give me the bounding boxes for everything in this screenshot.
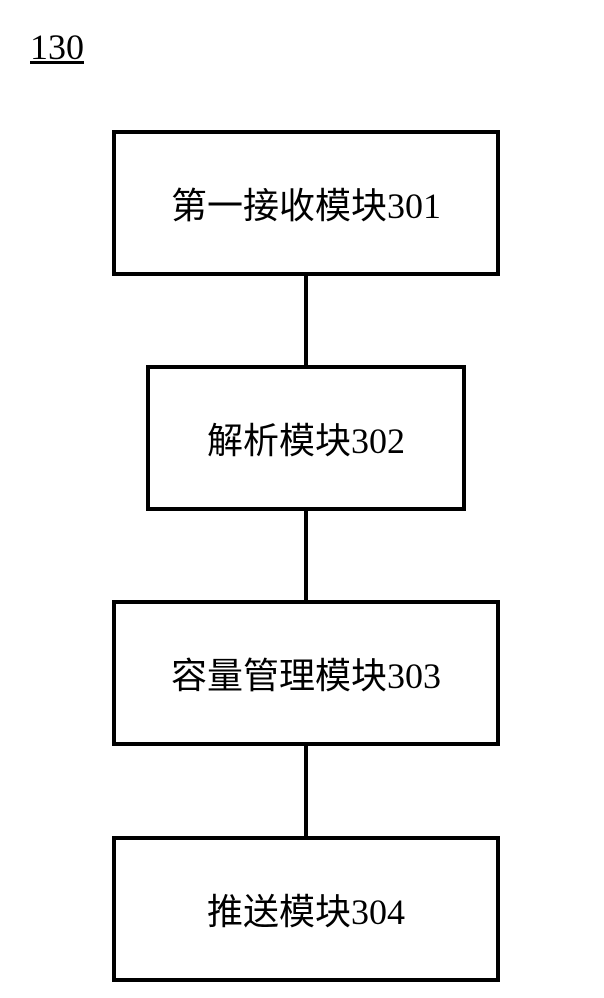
module-box-301: 第一接收模块301 — [112, 130, 500, 276]
diagram-canvas: 130 第一接收模块301 解析模块302 容量管理模块303 推送模块304 — [0, 0, 604, 998]
module-box-303: 容量管理模块303 — [112, 600, 500, 746]
module-box-302-text: 解析模块302 — [207, 412, 405, 464]
module-box-302: 解析模块302 — [146, 365, 466, 511]
module-box-301-text: 第一接收模块301 — [171, 177, 441, 229]
module-box-303-text: 容量管理模块303 — [171, 647, 441, 699]
connector-2-3 — [304, 511, 308, 600]
module-box-304: 推送模块304 — [112, 836, 500, 982]
module-box-304-text: 推送模块304 — [207, 883, 405, 935]
connector-1-2 — [304, 276, 308, 365]
connector-3-4 — [304, 746, 308, 836]
figure-number-label: 130 — [30, 26, 84, 68]
